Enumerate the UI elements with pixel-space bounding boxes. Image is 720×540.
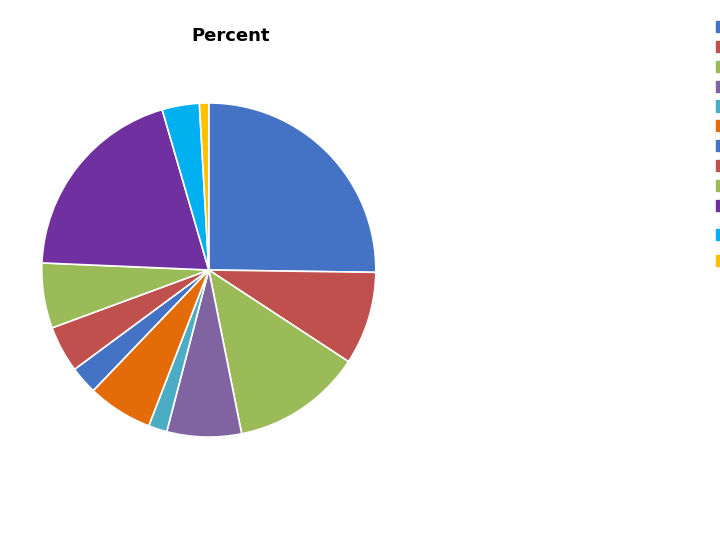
Wedge shape — [167, 270, 242, 437]
Legend: Cardiovascular, Hematologic, Chromosomal, Idiopathic, Syndromic, Lymphatic dyspl: Cardiovascular, Hematologic, Chromosomal… — [712, 17, 720, 271]
Wedge shape — [52, 270, 209, 369]
Wedge shape — [199, 103, 209, 270]
Wedge shape — [42, 263, 209, 328]
Wedge shape — [42, 110, 209, 270]
Wedge shape — [209, 103, 376, 272]
Wedge shape — [209, 270, 376, 362]
Wedge shape — [93, 270, 209, 426]
Wedge shape — [162, 103, 209, 270]
Wedge shape — [209, 270, 348, 434]
Wedge shape — [149, 270, 209, 431]
Text: Percent: Percent — [191, 27, 270, 45]
Wedge shape — [74, 270, 209, 390]
